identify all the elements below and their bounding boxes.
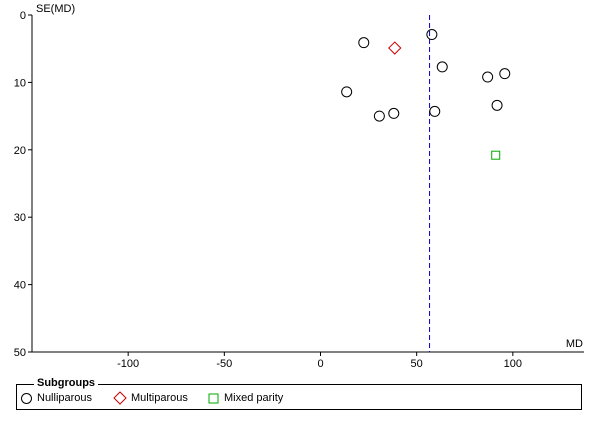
- x-axis-label: MD: [566, 338, 583, 350]
- y-tick-label: 40: [14, 280, 26, 292]
- x-tick-label: 0: [317, 358, 323, 370]
- nulliparous-point: [388, 107, 400, 119]
- nulliparous-point: [358, 37, 370, 49]
- nulliparous-point: [499, 68, 511, 80]
- nulliparous-point: [429, 105, 441, 117]
- nulliparous-point: [341, 86, 353, 98]
- diamond-marker-icon: [113, 391, 127, 405]
- legend-label: Mixed parity: [224, 392, 284, 404]
- y-tick-label: 50: [14, 347, 26, 359]
- axes: 0 10 20 30 40 50 -100 -50 0 50 100: [14, 10, 584, 370]
- legend-label: Multiparous: [131, 392, 188, 404]
- y-tick-label: 20: [14, 145, 26, 157]
- multiparous-point: [388, 41, 402, 55]
- legend-item-mixed-parity: Mixed parity: [207, 391, 283, 405]
- legend-box: [16, 384, 582, 410]
- nulliparous-point: [426, 29, 438, 41]
- x-tick-label: 50: [411, 358, 423, 370]
- x-tick-label: -50: [216, 358, 232, 370]
- x-tick-label: 100: [504, 358, 522, 370]
- y-tick-label: 0: [20, 10, 26, 22]
- square-marker-icon: [208, 393, 219, 403]
- nulliparous-point: [491, 99, 503, 111]
- x-tick-label: -100: [117, 358, 139, 370]
- nulliparous-point: [436, 61, 448, 73]
- y-tick-label: 30: [14, 212, 26, 224]
- legend-item-multiparous: Multiparous: [113, 391, 188, 405]
- y-axis-label: SE(MD): [36, 3, 75, 15]
- nulliparous-point: [482, 71, 494, 83]
- legend-label: Nulliparous: [37, 392, 93, 404]
- data-points: [341, 29, 511, 160]
- circle-marker-icon: [21, 392, 32, 404]
- legend-title: Subgroups: [34, 377, 99, 389]
- mixed-parity-point: [491, 150, 501, 160]
- legend-item-nulliparous: Nulliparous: [20, 391, 92, 405]
- y-tick-label: 10: [14, 77, 26, 89]
- nulliparous-point: [373, 110, 385, 122]
